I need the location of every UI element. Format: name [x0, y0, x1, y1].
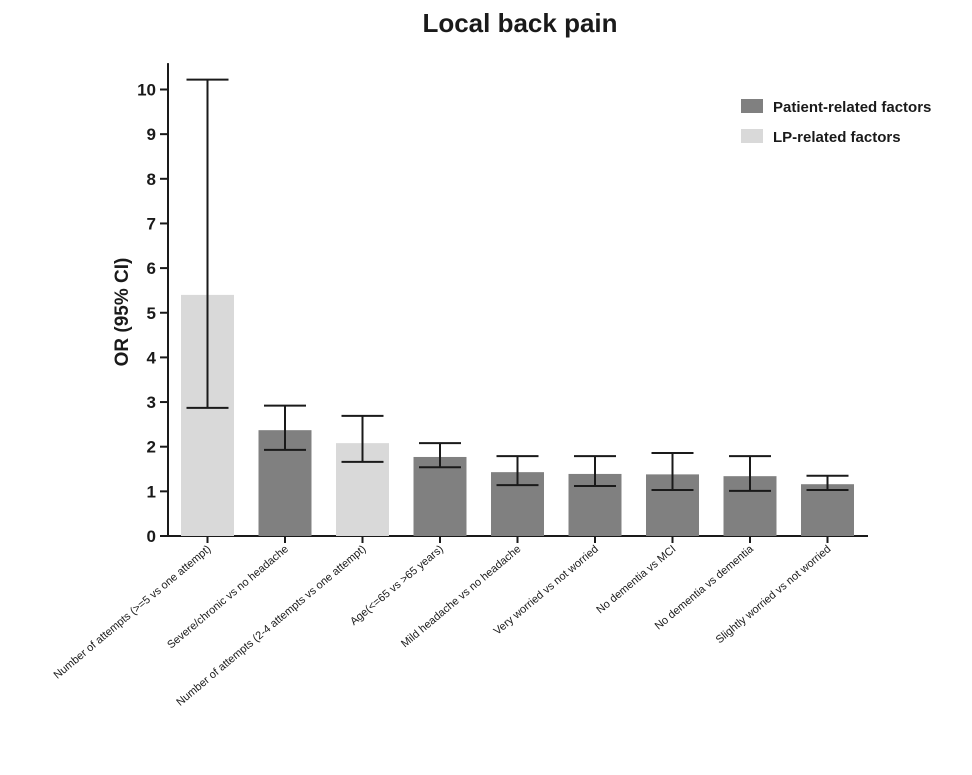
- y-tick-label: 5: [147, 304, 156, 323]
- x-tick-label: Severe/chronic vs no headache: [165, 543, 291, 651]
- chart-title: Local back pain: [422, 8, 618, 38]
- y-axis-label: OR (95% CI): [112, 258, 133, 367]
- y-tick-label: 4: [147, 348, 157, 367]
- y-tick-label: 10: [137, 81, 156, 100]
- legend: Patient-related factors LP-related factor…: [741, 99, 931, 146]
- y-tick-label: 6: [147, 259, 156, 278]
- legend-swatch: [741, 99, 763, 113]
- x-tick-label: Number of attempts (>=5 vs one attempt): [52, 543, 214, 681]
- y-tick-label: 1: [147, 482, 156, 501]
- error-bars: [186, 78, 849, 492]
- y-tick-label: 7: [147, 214, 156, 233]
- legend-label: Patient-related factors: [773, 99, 931, 116]
- bar: [801, 484, 854, 536]
- y-tick-label: 3: [147, 393, 156, 412]
- y-tick-label: 2: [147, 438, 156, 457]
- bar: [413, 456, 467, 536]
- y-tick-label: 9: [147, 125, 156, 144]
- y-tick-label: 8: [147, 170, 156, 189]
- bars: [181, 294, 854, 536]
- x-tick-label: No dementia vs MCI: [594, 543, 678, 616]
- category-labels: Number of attempts (>=5 vs one attempt)S…: [52, 543, 834, 709]
- legend-label: LP-related factors: [773, 129, 901, 146]
- legend-swatch: [741, 129, 763, 143]
- y-tick-label: 0: [147, 527, 156, 546]
